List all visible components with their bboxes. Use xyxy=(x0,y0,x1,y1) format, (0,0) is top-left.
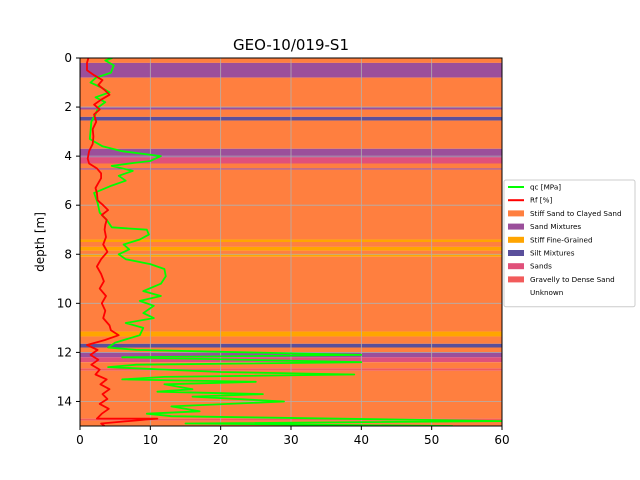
legend-label: Stiff Sand to Clayed Sand xyxy=(530,209,622,218)
x-tick-label: 40 xyxy=(354,433,369,447)
x-tick-label: 10 xyxy=(143,433,158,447)
legend-label: Sand Mixtures xyxy=(530,222,581,231)
y-tick-label: 10 xyxy=(57,296,72,310)
chart-title: GEO-10/019-S1 xyxy=(233,36,349,54)
x-tick-label: 50 xyxy=(424,433,439,447)
x-tick-label: 30 xyxy=(283,433,298,447)
x-tick-label: 20 xyxy=(213,433,228,447)
y-tick-label: 12 xyxy=(57,345,72,359)
y-axis-label: depth [m] xyxy=(33,212,47,272)
series-line xyxy=(86,58,159,426)
data-series xyxy=(86,58,502,426)
y-tick-label: 4 xyxy=(64,149,72,163)
x-tick-label: 60 xyxy=(494,433,509,447)
series-line xyxy=(88,58,502,426)
legend-patch-swatch xyxy=(508,250,524,256)
y-tick-label: 6 xyxy=(64,198,72,212)
legend-patch-swatch xyxy=(508,276,524,283)
legend: qc [MPa] Rf [%] Stiff Sand to Clayed Sand S… xyxy=(503,179,636,308)
legend-label: Stiff Fine-Grained xyxy=(530,235,593,244)
y-tick-label: 8 xyxy=(64,247,72,261)
legend-label: Silt Mixtures xyxy=(530,249,575,258)
y-tick-label: 0 xyxy=(64,51,72,65)
legend-box xyxy=(503,179,636,308)
legend-label: Unknown xyxy=(530,288,563,297)
legend-patch-swatch xyxy=(508,289,524,296)
legend-patch-swatch xyxy=(508,223,524,230)
y-axis-ticks: 0 2 4 6 8 10 12 14 xyxy=(57,51,80,408)
legend-patch-swatch xyxy=(508,236,524,243)
legend-label: Rf [%] xyxy=(530,196,552,205)
y-tick-label: 2 xyxy=(64,100,72,114)
legend-patch-swatch xyxy=(508,210,524,217)
y-tick-label: 14 xyxy=(57,394,72,408)
x-axis-ticks: 0 10 20 30 40 50 60 xyxy=(76,426,510,447)
legend-label: Sands xyxy=(530,262,552,271)
legend-patch-swatch xyxy=(508,263,524,270)
legend-label: qc [MPa] xyxy=(530,183,561,192)
x-tick-label: 0 xyxy=(76,433,84,447)
legend-label: Gravelly to Dense Sand xyxy=(530,275,615,284)
